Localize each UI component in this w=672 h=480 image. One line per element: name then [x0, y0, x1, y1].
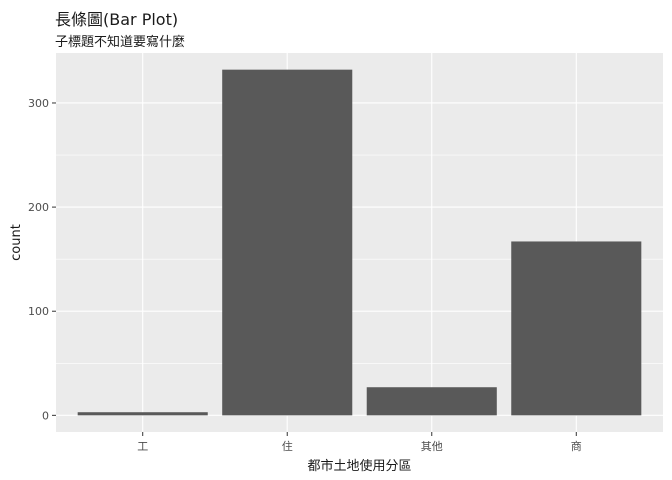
bar-2	[366, 387, 497, 416]
y-tick-label: 200	[28, 201, 49, 214]
x-axis-title: 都市土地使用分區	[307, 458, 411, 474]
y-axis-title: count	[9, 224, 24, 261]
y-axis: 0 100 200 300	[28, 97, 56, 422]
x-tick-label: 商	[571, 439, 582, 453]
x-tick-label: 住	[282, 439, 293, 453]
y-tick-label: 0	[42, 409, 49, 422]
x-axis: 工 住 其他 商	[137, 432, 582, 453]
bar-0	[77, 412, 208, 416]
chart-title: 長條圖(Bar Plot)	[55, 10, 179, 29]
chart-subtitle: 子標題不知道要寫什麼	[55, 35, 186, 50]
y-tick-label: 100	[28, 305, 49, 318]
bar-3	[511, 241, 642, 416]
bars	[77, 69, 642, 416]
x-tick-label: 工	[137, 440, 148, 453]
y-tick-label: 300	[28, 97, 49, 110]
x-tick-label: 其他	[421, 440, 443, 453]
bar-1	[222, 69, 353, 416]
